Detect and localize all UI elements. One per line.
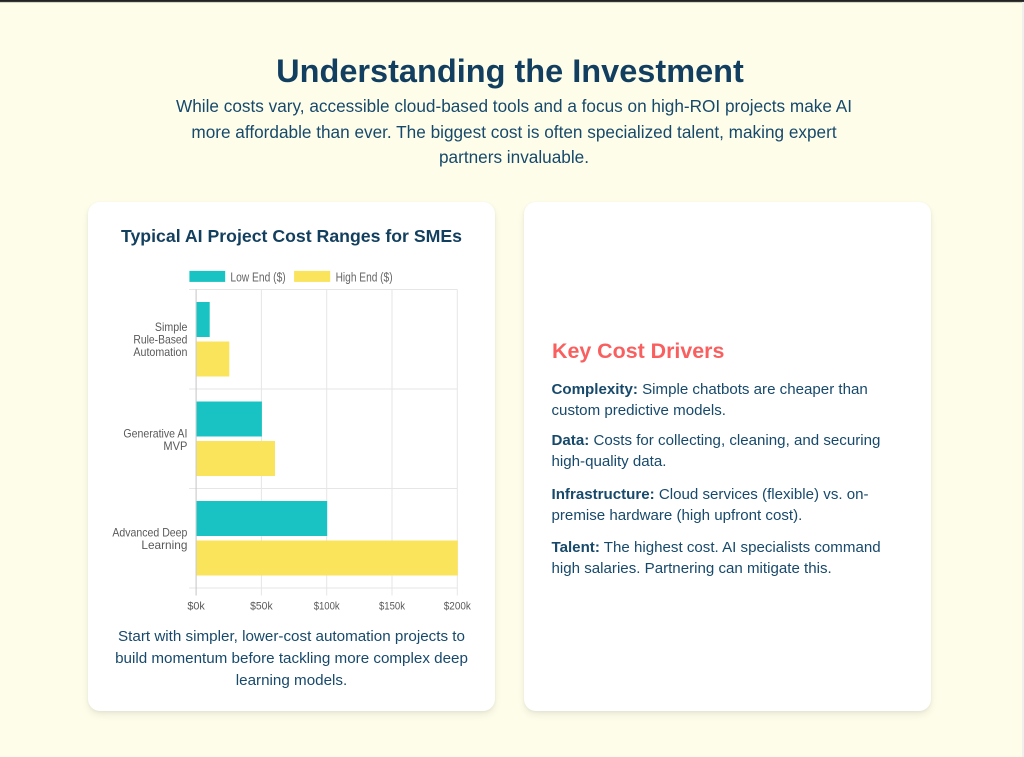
svg-text:High End ($): High End ($) xyxy=(336,270,393,284)
svg-text:$100k: $100k xyxy=(314,600,340,612)
svg-text:Rule-Based: Rule-Based xyxy=(133,334,187,347)
svg-text:Advanced Deep: Advanced Deep xyxy=(112,527,187,540)
svg-text:Automation: Automation xyxy=(133,346,187,359)
svg-text:$0k: $0k xyxy=(187,600,205,612)
svg-text:Generative AI: Generative AI xyxy=(123,428,187,441)
svg-text:$200k: $200k xyxy=(444,600,471,612)
svg-text:MVP: MVP xyxy=(163,440,187,453)
svg-text:$50k: $50k xyxy=(250,600,273,612)
svg-text:Low End ($): Low End ($) xyxy=(230,270,285,284)
svg-text:Simple: Simple xyxy=(155,321,188,334)
svg-text:Learning: Learning xyxy=(141,539,187,552)
svg-text:$150k: $150k xyxy=(379,600,405,612)
